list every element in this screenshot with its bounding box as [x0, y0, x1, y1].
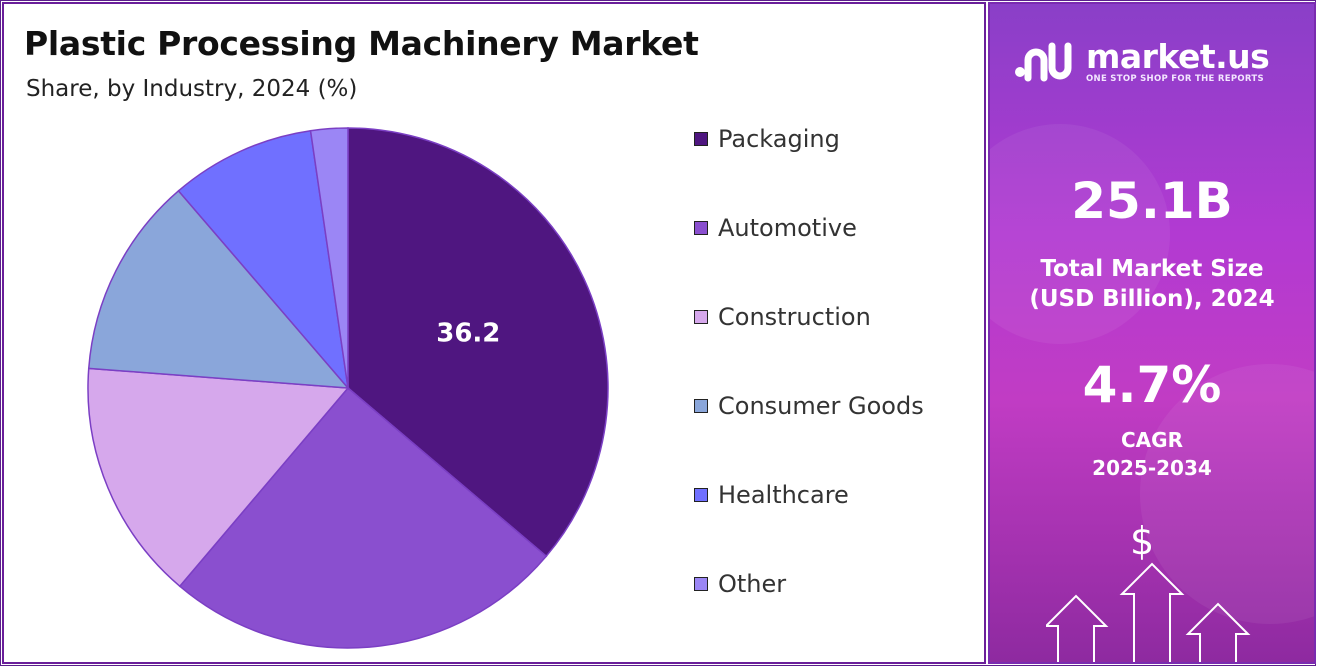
pie-data-label: 36.2 — [436, 318, 500, 348]
legend-label: Packaging — [718, 125, 840, 153]
legend-swatch — [694, 577, 708, 591]
pie-slice-consumer-goods — [87, 189, 350, 389]
pie-chart: 36.2 — [87, 127, 609, 649]
legend-item: Construction — [694, 302, 871, 332]
market-size-value: 25.1B — [1071, 172, 1233, 230]
pie-slice-healthcare — [177, 129, 350, 391]
chart-subtitle: Share, by Industry, 2024 (%) — [26, 76, 358, 102]
pie-slice-packaging — [347, 127, 609, 558]
legend-label: Consumer Goods — [718, 392, 924, 420]
legend-item: Packaging — [694, 124, 840, 154]
chart-title: Plastic Processing Machinery Market — [24, 24, 699, 63]
chart-panel: Plastic Processing Machinery Market Shar… — [2, 2, 986, 664]
cagr-label: CAGR — [1121, 428, 1183, 452]
summary-panel: market.us ONE STOP SHOP FOR THE REPORTS … — [988, 2, 1316, 664]
legend-swatch — [694, 310, 708, 324]
legend-item: Consumer Goods — [694, 391, 924, 421]
legend-item: Automotive — [694, 213, 857, 243]
legend-label: Construction — [718, 303, 871, 331]
legend-item: Other — [694, 569, 786, 599]
brand-logo: market.us ONE STOP SHOP FOR THE REPORTS — [1012, 37, 1270, 86]
market-us-logo-icon — [1015, 42, 1072, 82]
background-circle — [990, 124, 1170, 344]
brand-name: market.us — [1086, 37, 1270, 76]
cagr-value: 4.7% — [1082, 356, 1222, 414]
market-size-label: Total Market Size — [1040, 256, 1264, 282]
legend-label: Healthcare — [718, 481, 849, 509]
legend-swatch — [694, 221, 708, 235]
legend-swatch — [694, 488, 708, 502]
legend-item: Healthcare — [694, 480, 849, 510]
growth-arrows-icon — [1046, 562, 1251, 662]
legend-label: Other — [718, 570, 787, 598]
brand-tagline: ONE STOP SHOP FOR THE REPORTS — [1086, 74, 1264, 84]
cagr-period: 2025-2034 — [1092, 456, 1212, 480]
market-size-unit: (USD Billion), 2024 — [1029, 286, 1275, 312]
pie-slice-construction — [87, 367, 350, 588]
legend-swatch — [694, 399, 708, 413]
dollar-icon: $ — [1130, 519, 1155, 563]
legend-swatch — [694, 132, 708, 146]
legend-label: Automotive — [718, 214, 857, 242]
pie-slice-automotive — [178, 386, 548, 649]
pie-slice-other — [309, 127, 349, 389]
